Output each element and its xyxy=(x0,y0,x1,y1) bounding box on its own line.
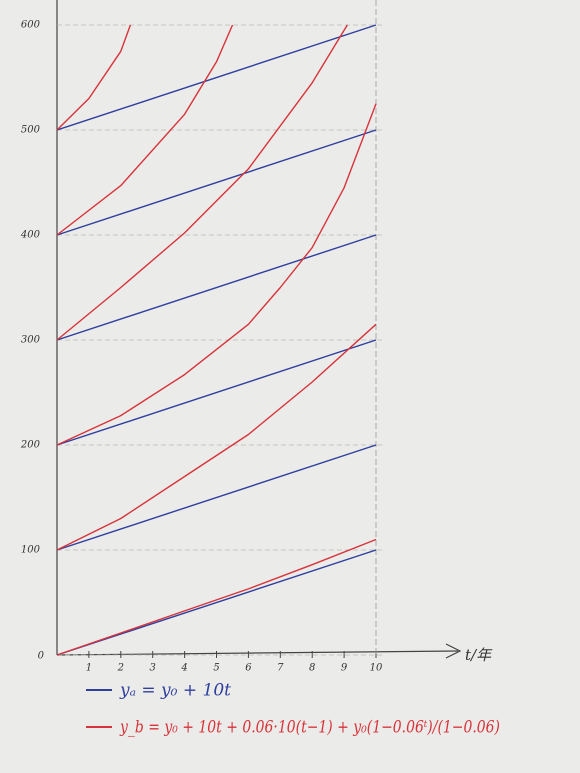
x-tick-label: 3 xyxy=(150,663,156,674)
legend-entry: y_b = y₀ + 10t + 0.06·10(t−1) + y₀(1−0.0… xyxy=(119,718,500,738)
x-tick-label: 2 xyxy=(117,663,124,674)
x-tick-label: 5 xyxy=(213,663,219,674)
y-tick-label: 100 xyxy=(21,545,41,556)
series-line xyxy=(56,444,377,551)
series-line xyxy=(56,24,234,236)
legend-entry: yₐ = y₀ + 10t xyxy=(119,681,231,701)
x-axis-arrow xyxy=(445,643,462,659)
x-axis-label: t/年 xyxy=(465,646,493,664)
y-tick-label: 300 xyxy=(21,335,41,346)
origin-label: 0 xyxy=(38,651,45,662)
x-tick-label: 10 xyxy=(370,663,383,674)
series-line xyxy=(56,549,377,656)
series-line xyxy=(56,339,377,446)
series-line xyxy=(56,103,377,446)
series-line xyxy=(56,24,377,131)
x-tick-label: 7 xyxy=(277,663,284,674)
series-line xyxy=(56,129,377,236)
x-axis xyxy=(56,650,459,656)
series-line xyxy=(56,24,348,341)
x-tick-label: 8 xyxy=(309,663,315,674)
y-tick-label: 500 xyxy=(21,125,41,136)
series-line xyxy=(56,323,377,551)
series-line xyxy=(56,24,132,131)
x-tick-label: 9 xyxy=(341,663,348,674)
y-tick-label: 400 xyxy=(20,230,41,241)
x-tick-label: 6 xyxy=(245,663,252,674)
x-tick-label: 4 xyxy=(180,663,187,674)
y-tick-label: 600 xyxy=(21,20,41,31)
series-line xyxy=(56,538,377,656)
x-tick-label: 1 xyxy=(86,663,92,674)
series-line xyxy=(56,234,377,341)
y-tick-label: 200 xyxy=(20,440,41,451)
